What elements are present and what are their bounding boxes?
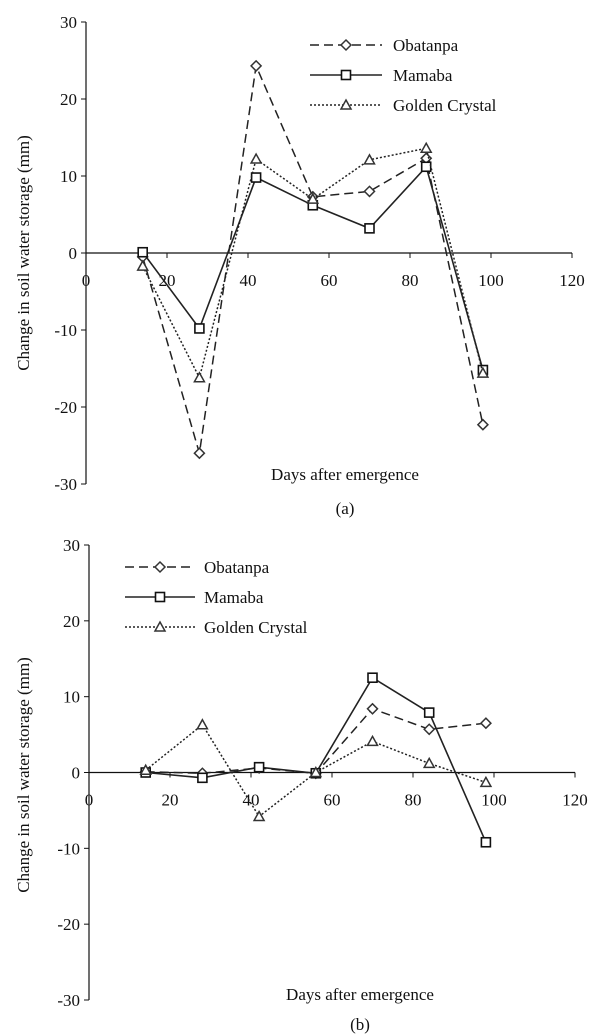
legend-label: Obatanpa <box>393 36 459 55</box>
y-tick-label: -20 <box>54 398 77 417</box>
x-tick-label: 60 <box>324 791 341 810</box>
data-point-golden-crystal <box>136 259 149 271</box>
data-point-obatanpa <box>193 447 206 460</box>
panel-label-b: (b) <box>350 1015 370 1034</box>
data-point-golden-crystal <box>193 371 206 383</box>
y-tick-label: 0 <box>69 244 78 263</box>
legend-label: Mamaba <box>393 66 453 85</box>
legend-label: Golden Crystal <box>393 96 497 115</box>
y-tick-label: 30 <box>60 13 77 32</box>
data-point-golden-crystal <box>476 366 490 378</box>
data-point-golden-crystal <box>252 809 266 822</box>
x-tick-label: 120 <box>562 791 588 810</box>
x-tick-label: 0 <box>85 791 94 810</box>
legend-a: Obatanpa Mamaba Golden Crystal <box>310 36 497 115</box>
panel-label-a: (a) <box>336 499 355 518</box>
legend-label: Golden Crystal <box>204 618 308 637</box>
data-point-golden-crystal <box>366 734 379 747</box>
data-point-obatanpa <box>363 185 376 198</box>
y-tick-label: -10 <box>57 839 80 858</box>
legend-marker-icon <box>153 620 167 632</box>
data-point-mamaba <box>364 223 375 234</box>
legend-marker-icon <box>339 98 353 110</box>
legend-marker-icon <box>339 38 353 52</box>
data-point-mamaba <box>480 836 492 848</box>
data-point-golden-crystal <box>422 756 436 769</box>
x-tick-label: 100 <box>478 271 504 290</box>
y-tick-label: 10 <box>60 167 77 186</box>
y-tick-label: -10 <box>54 321 77 340</box>
x-axis-label-a: Days after emergence <box>271 465 419 484</box>
data-point-mamaba <box>197 772 208 784</box>
data-point-golden-crystal <box>249 152 263 164</box>
data-point-mamaba <box>420 161 432 173</box>
x-tick-label: 40 <box>240 271 257 290</box>
y-tick-label: -30 <box>54 475 77 494</box>
data-point-mamaba <box>137 246 148 258</box>
series-layer-a <box>136 59 490 460</box>
data-point-golden-crystal <box>309 765 323 778</box>
x-tick-label: 100 <box>481 791 507 810</box>
data-point-mamaba <box>367 672 378 684</box>
y-tick-label: -20 <box>57 915 80 934</box>
y-tick-label: -30 <box>57 991 80 1010</box>
data-point-mamaba <box>250 172 262 183</box>
series-line-obatanpa <box>145 707 486 775</box>
y-axis-label-b: Change in soil water storage (mm) <box>14 657 33 893</box>
data-point-obatanpa <box>366 702 379 715</box>
data-point-golden-crystal <box>306 192 320 204</box>
series-layer-b <box>139 672 493 848</box>
data-point-obatanpa <box>250 59 263 72</box>
series-line-obatanpa <box>141 63 484 454</box>
data-point-mamaba <box>253 761 265 773</box>
data-point-golden-crystal <box>196 718 209 730</box>
data-point-mamaba <box>194 323 205 334</box>
y-tick-label: 20 <box>60 90 77 109</box>
legend-marker-icon <box>153 560 167 574</box>
legend-marker-icon <box>340 69 352 81</box>
data-point-golden-crystal <box>479 775 493 788</box>
y-tick-label: 10 <box>63 688 80 707</box>
data-point-obatanpa <box>423 723 436 736</box>
y-tick-label: 0 <box>72 764 81 783</box>
data-point-obatanpa <box>479 717 492 730</box>
y-tick-label: 20 <box>63 612 80 631</box>
data-point-mamaba <box>423 707 435 718</box>
data-point-golden-crystal <box>363 153 376 165</box>
x-tick-label: 20 <box>159 271 176 290</box>
x-axis-label-b: Days after emergence <box>286 985 434 1004</box>
data-point-obatanpa <box>476 418 489 431</box>
data-point-golden-crystal <box>139 763 152 775</box>
x-tick-label: 80 <box>405 791 422 810</box>
x-tick-label: 20 <box>162 791 179 810</box>
x-tick-label: 0 <box>82 271 91 290</box>
legend-label: Mamaba <box>204 588 264 607</box>
data-point-golden-crystal <box>419 141 433 154</box>
y-axis-label-a: Change in soil water storage (mm) <box>14 135 33 371</box>
legend-b: Obatanpa Mamaba Golden Crystal <box>125 558 308 637</box>
legend-marker-icon <box>154 591 166 603</box>
series-line-mamaba <box>145 676 487 843</box>
x-tick-label: 60 <box>321 271 338 290</box>
legend-label: Obatanpa <box>204 558 270 577</box>
y-tick-label: 30 <box>63 536 80 555</box>
x-tick-label: 80 <box>402 271 419 290</box>
x-tick-label: 120 <box>559 271 585 290</box>
